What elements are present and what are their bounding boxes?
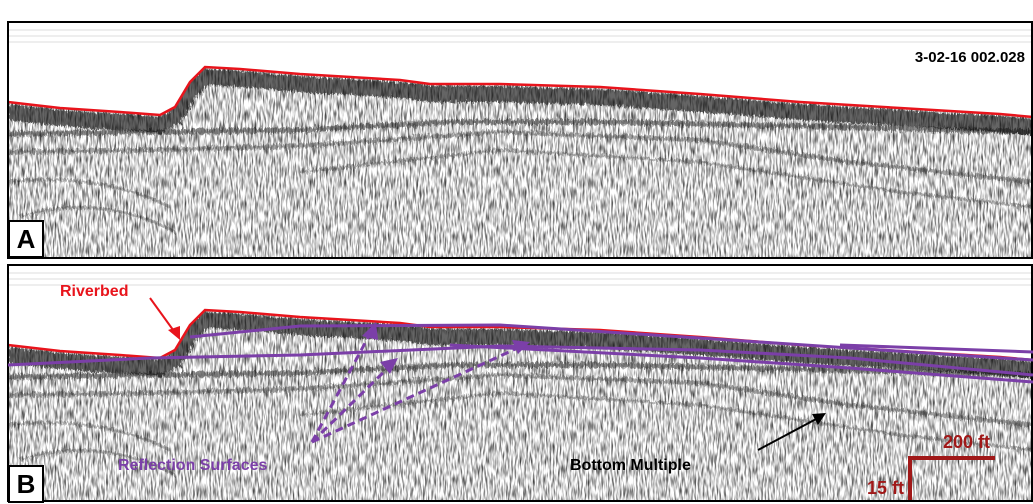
panel-label-box	[8, 465, 44, 503]
panel-label: B	[17, 469, 36, 499]
arrow-head	[812, 413, 826, 425]
arrow-head	[168, 326, 180, 340]
panel-label: A	[17, 224, 36, 254]
riverbed-label: Riverbed	[60, 283, 128, 300]
multiple-label: Bottom Multiple	[570, 457, 691, 474]
scale-horizontal: 200 ft	[943, 432, 990, 452]
multiple-arrow	[757, 417, 819, 451]
riverbed-arrow	[149, 297, 177, 335]
reflection-label: Reflection Surfaces	[118, 457, 267, 474]
arrow-heads	[362, 322, 530, 374]
scale-bar	[908, 456, 995, 500]
record-id: 3-02-16 002.028	[915, 49, 1025, 66]
reflection-arrows	[310, 329, 523, 444]
panel-label-box	[8, 220, 44, 258]
reflection-lines	[7, 323, 1033, 384]
panel-a	[8, 22, 1033, 258]
scale-vertical: 15 ft	[867, 478, 904, 498]
